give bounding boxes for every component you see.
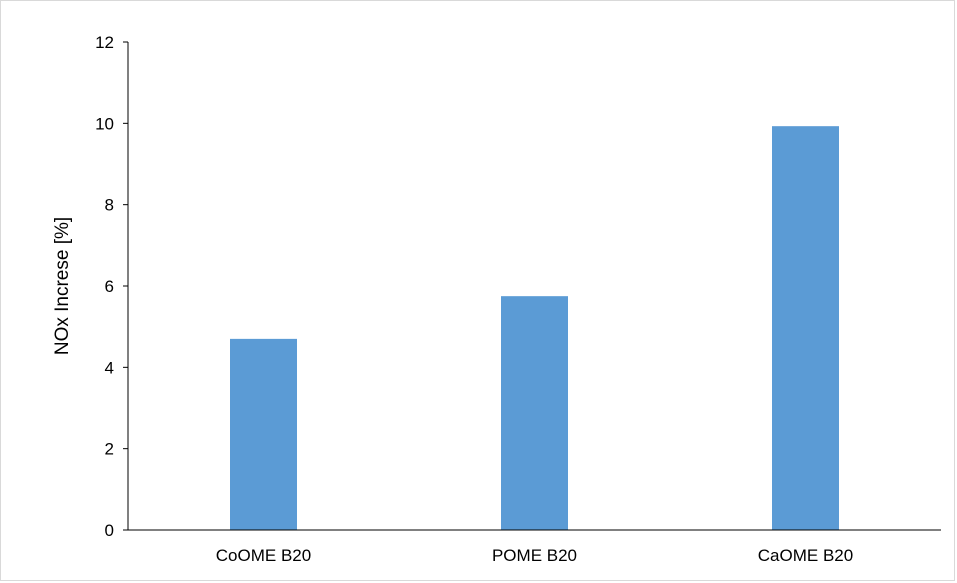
y-tick-label: 8 (105, 196, 114, 215)
y-tick-label: 4 (105, 358, 114, 377)
x-tick-label: POME B20 (492, 546, 577, 565)
bar-coome-b20 (230, 338, 297, 530)
y-axis-title: NOx Increse [%] (52, 217, 73, 355)
bar-pome-b20 (501, 296, 568, 530)
y-axis-ticks: 0 2 4 6 8 10 12 (95, 33, 128, 540)
y-tick-label: 6 (105, 277, 114, 296)
y-tick-label: 2 (105, 440, 114, 459)
x-tick-label: CoOME B20 (216, 546, 311, 565)
y-tick-label: 12 (95, 33, 114, 52)
x-tick-label: CaOME B20 (758, 546, 853, 565)
x-axis-ticks: CoOME B20 POME B20 CaOME B20 (216, 546, 853, 565)
bars (230, 126, 839, 531)
y-tick-label: 10 (95, 114, 114, 133)
bar-caome-b20 (772, 126, 839, 531)
y-tick-label: 0 (105, 521, 114, 540)
